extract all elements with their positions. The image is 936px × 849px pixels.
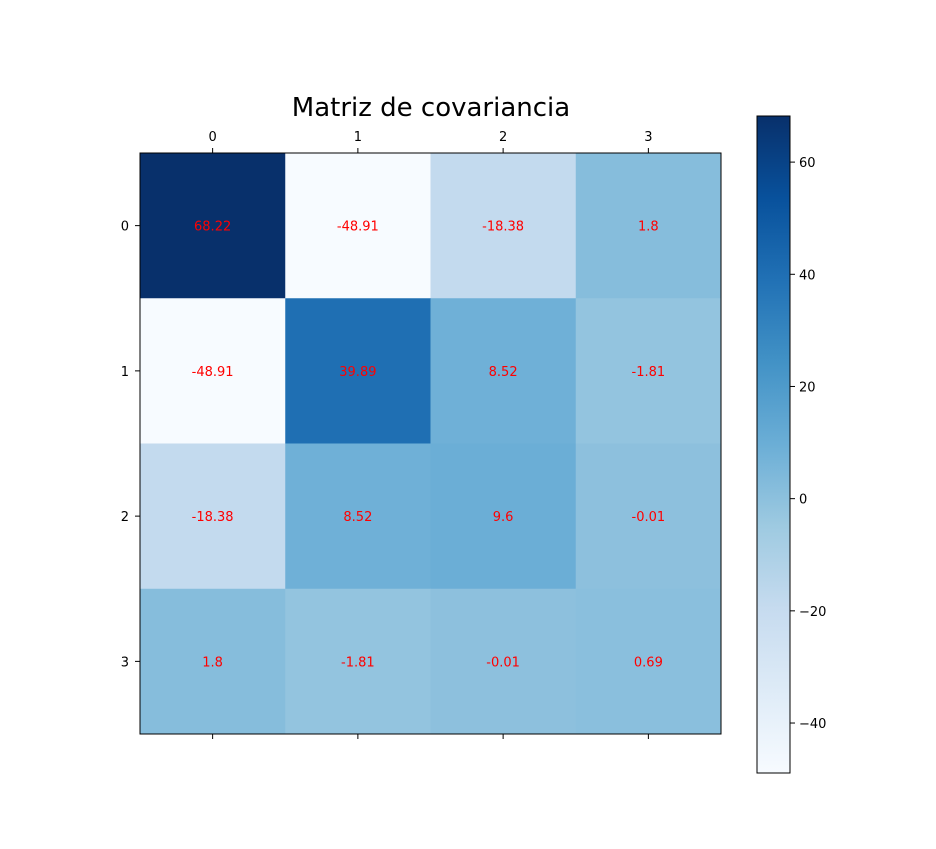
cell-value-label: 39.89	[339, 365, 376, 380]
colorbar-tick-label: 0	[799, 493, 807, 508]
heatmap-cell	[140, 153, 286, 299]
heatmap-cells	[140, 153, 722, 735]
col-tick-label: 0	[208, 130, 216, 145]
cell-value-label: 8.52	[343, 510, 372, 525]
heatmap-cell	[140, 588, 286, 735]
chart-title: Matriz de covariancia	[292, 93, 570, 123]
heatmap-cell	[575, 588, 722, 735]
colorbar	[756, 115, 791, 774]
cell-value-label: -48.91	[192, 365, 234, 380]
row-tick-label: 2	[121, 510, 129, 525]
col-tick-label: 3	[644, 130, 652, 145]
heatmap-cell	[430, 153, 577, 299]
cell-value-label: -0.01	[632, 510, 666, 525]
cell-value-label: 9.6	[493, 510, 514, 525]
heatmap-cell	[430, 588, 577, 735]
column-tick-labels: 0 1 2 3	[208, 130, 653, 739]
cell-value-label: -48.91	[337, 220, 379, 235]
cell-value-label: -18.38	[192, 510, 234, 525]
colorbar-tick-label: 20	[799, 380, 816, 395]
row-tick-label: 0	[121, 220, 129, 235]
colorbar-tick-label: 60	[799, 156, 816, 171]
col-tick-label: 1	[354, 130, 362, 145]
cell-value-label: 1.8	[202, 655, 223, 670]
heatmap-cell	[285, 298, 431, 444]
colorbar-ticks: −40 −20 0 20 40 60	[790, 156, 826, 732]
colorbar-tick-label: −40	[799, 717, 826, 732]
heatmap-cell	[575, 298, 722, 444]
heatmap-frame	[139, 152, 722, 735]
colorbar-tick-label: 40	[799, 268, 816, 283]
cell-value-label: 1.8	[638, 220, 659, 235]
heatmap-cell	[575, 443, 722, 590]
cell-value-label: 68.22	[194, 220, 231, 235]
heatmap-cell	[285, 588, 431, 735]
heatmap-cell	[285, 153, 431, 299]
heatmap-cell	[575, 153, 722, 299]
heatmap-cell	[430, 443, 577, 590]
heatmap-cell	[285, 443, 431, 590]
col-tick-label: 2	[499, 130, 507, 145]
heatmap-cell	[140, 443, 286, 590]
cell-value-label: -0.01	[486, 655, 520, 670]
cell-value-label: -1.81	[341, 655, 375, 670]
cell-value-label: -18.38	[482, 220, 524, 235]
heatmap-cell	[140, 298, 286, 444]
row-tick-label: 1	[121, 365, 129, 380]
row-tick-label: 3	[121, 655, 129, 670]
heatmap-cell	[430, 298, 577, 444]
cell-value-label: -1.81	[632, 365, 666, 380]
cell-annotations: 68.22 -48.91 -18.38 1.8 -48.91 39.89 8.52 -1.81…	[192, 220, 666, 671]
cell-value-label: 0.69	[634, 655, 663, 670]
colorbar-tick-label: −20	[799, 605, 826, 620]
cell-value-label: 8.52	[489, 365, 518, 380]
row-tick-labels: 0 1 2 3	[121, 220, 140, 670]
